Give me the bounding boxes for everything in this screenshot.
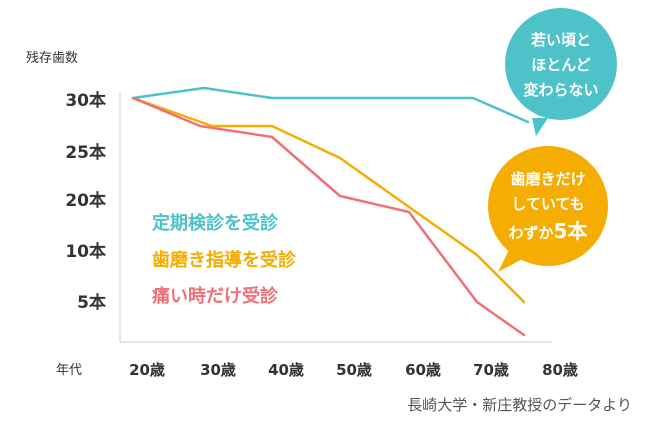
callout-2-line-2: していても bbox=[511, 195, 584, 213]
legend-entry-1: 定期検診を受診 bbox=[152, 212, 279, 234]
x-tick-label: 40歳 bbox=[268, 361, 304, 379]
y-tick-label: 25本 bbox=[65, 142, 106, 163]
callout-bubble-1: 若い頃と ほとんど 変わらない bbox=[505, 8, 617, 136]
source-note: 長崎大学・新庄教授のデータより bbox=[407, 396, 632, 414]
callout-tail-1 bbox=[532, 118, 548, 136]
x-tick-label: 20歳 bbox=[129, 361, 165, 379]
x-tick-label: 60歳 bbox=[405, 361, 441, 379]
series-line-3 bbox=[131, 96, 526, 337]
x-tick-label: 30歳 bbox=[200, 361, 236, 379]
callout-2-line-3: わずか5本 bbox=[509, 219, 588, 243]
legend-entry-3: 痛い時だけ受診 bbox=[152, 285, 279, 307]
callout-circle-2 bbox=[488, 146, 608, 266]
callout-1-line-2: ほとんど bbox=[531, 56, 591, 74]
callout-circle-1 bbox=[505, 8, 617, 120]
legend-entry-2: 歯磨き指導を受診 bbox=[152, 249, 297, 271]
y-tick-label: 5本 bbox=[77, 292, 106, 313]
callout-2-emphasis: 5本 bbox=[554, 219, 588, 243]
y-tick-label: 10本 bbox=[65, 241, 106, 262]
y-tick-label: 30本 bbox=[65, 90, 106, 111]
y-tick-labels: 30本 25本 20本 10本 5本 bbox=[65, 90, 106, 313]
x-axis-title: 年代 bbox=[56, 363, 82, 378]
callout-2-line-1: 歯磨きだけ bbox=[510, 170, 585, 188]
series-line-2 bbox=[131, 96, 526, 304]
callout-bubble-2: 歯磨きだけ していても わずか5本 bbox=[488, 146, 608, 272]
y-tick-label: 20本 bbox=[65, 190, 106, 211]
x-tick-label: 70歳 bbox=[473, 361, 509, 379]
x-tick-labels: 20歳 30歳 40歳 50歳 60歳 70歳 80歳 bbox=[129, 361, 578, 379]
callout-1-line-1: 若い頃と bbox=[530, 31, 591, 49]
callout-1-line-3: 変わらない bbox=[523, 81, 598, 99]
callout-2-line-3-text: わずか bbox=[509, 224, 554, 242]
y-axis-title: 残存歯数 bbox=[26, 51, 78, 66]
series-line-1 bbox=[131, 86, 530, 124]
x-tick-label: 80歳 bbox=[542, 361, 578, 379]
series-lines bbox=[131, 86, 530, 337]
x-tick-label: 50歳 bbox=[336, 361, 372, 379]
